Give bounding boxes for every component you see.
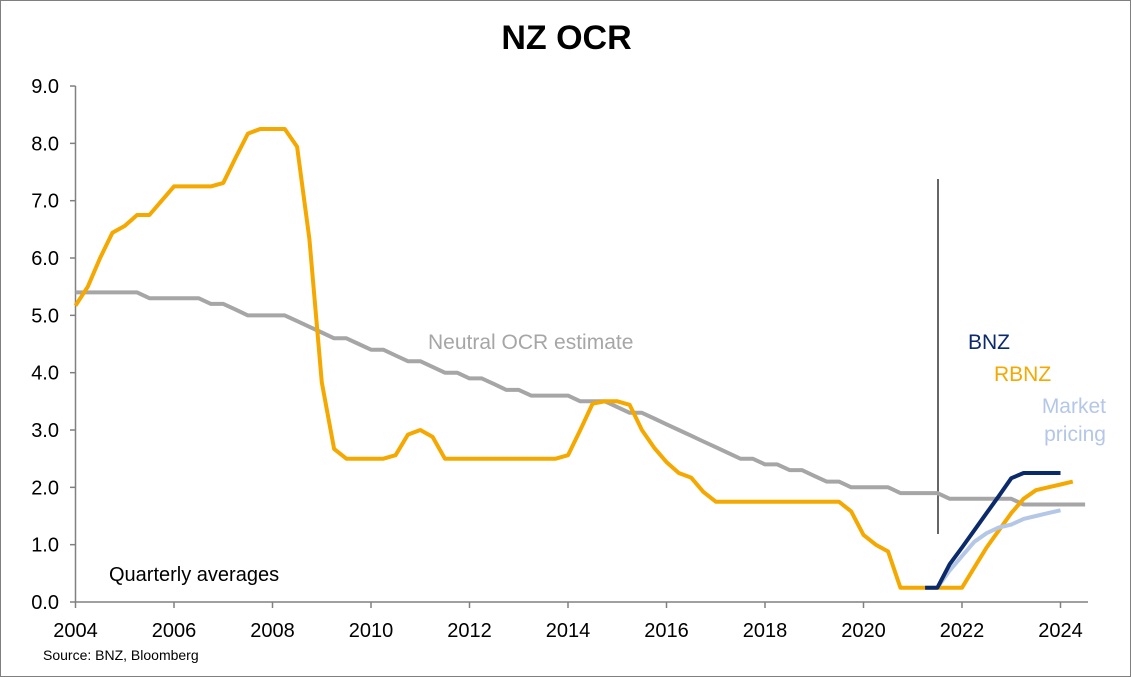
chart-note: Quarterly averages [109, 564, 279, 586]
y-tick-label: 6.0 [31, 248, 59, 270]
y-tick-label: 3.0 [31, 420, 59, 442]
x-tick-label: 2006 [152, 620, 197, 642]
series-line-market-pricing [935, 508, 1061, 589]
y-tick-label: 4.0 [31, 363, 59, 385]
series-label-neutral: Neutral OCR estimate [428, 331, 633, 354]
y-tick-label: 0.0 [31, 592, 59, 614]
series-line-neutral-ocr-estimate [75, 290, 1086, 507]
y-tick-label: 1.0 [31, 535, 59, 557]
x-tick-label: 2020 [841, 620, 886, 642]
x-tick-label: 2022 [940, 620, 985, 642]
series-line-rbnz [73, 127, 1074, 590]
y-tick-label: 7.0 [31, 191, 59, 213]
x-tick-label: 2014 [546, 620, 591, 642]
chart-title: NZ OCR [501, 19, 632, 57]
x-tick-label: 2008 [250, 620, 295, 642]
x-tick-label: 2004 [53, 620, 98, 642]
x-tick-label: 2016 [644, 620, 689, 642]
series-label-market-line2: pricing [1044, 423, 1106, 446]
x-tick-label: 2024 [1038, 620, 1083, 642]
y-tick-label: 2.0 [31, 477, 59, 499]
series-label-rbnz: RBNZ [994, 363, 1051, 386]
series-label-bnz: BNZ [968, 331, 1010, 354]
y-tick-label: 8.0 [31, 133, 59, 155]
x-tick-label: 2018 [743, 620, 788, 642]
series-line-bnz [925, 471, 1061, 590]
x-tick-label: 2010 [349, 620, 394, 642]
x-tick-label: 2012 [447, 620, 492, 642]
series-label-market-line1: Market [1042, 395, 1106, 418]
source-note: Source: BNZ, Bloomberg [43, 647, 199, 663]
y-tick-label: 9.0 [31, 76, 59, 98]
y-tick-label: 5.0 [31, 305, 59, 327]
